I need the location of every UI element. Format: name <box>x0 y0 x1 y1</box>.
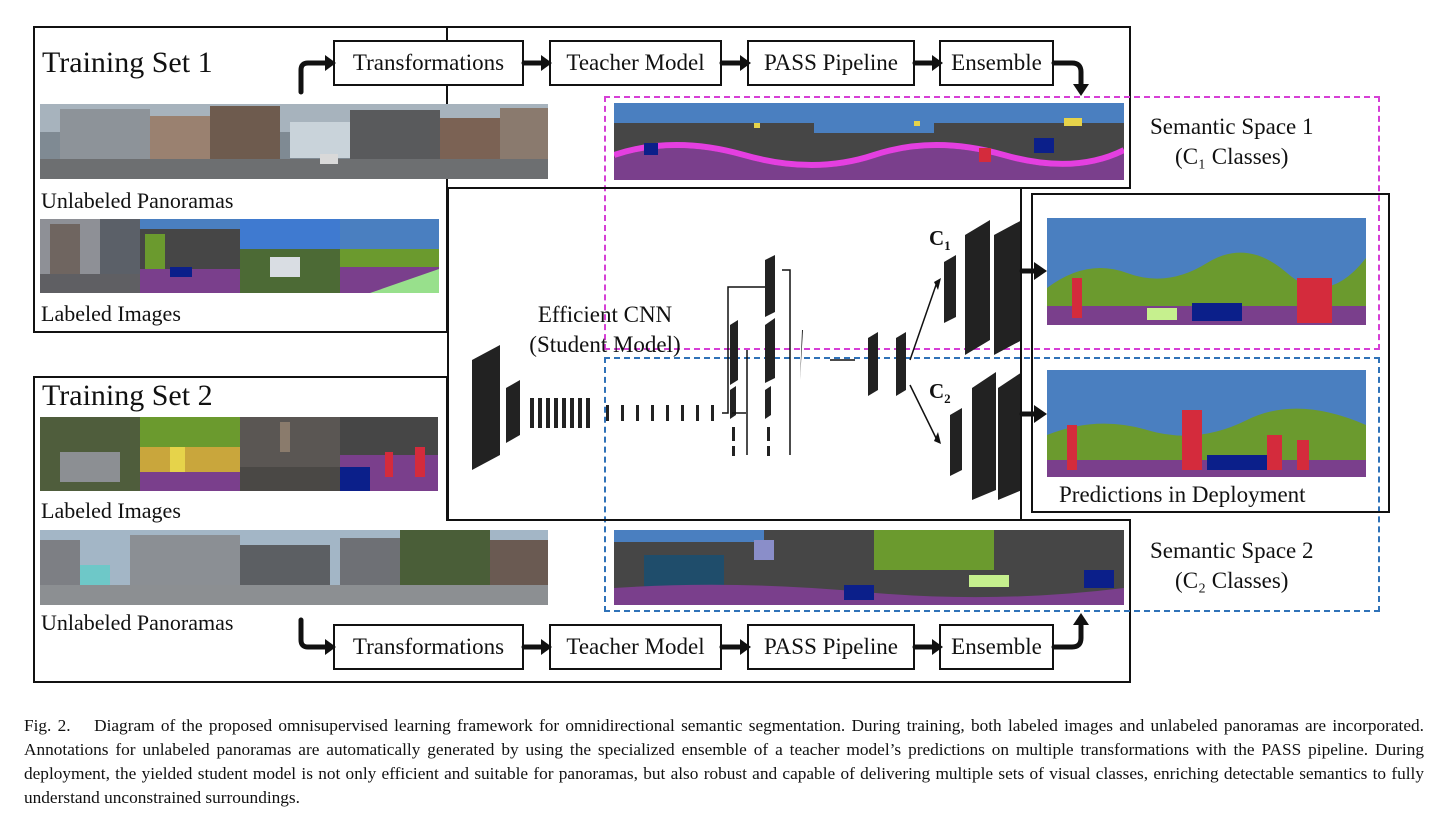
student-model-title: Efficient CNN <box>537 302 673 327</box>
unlabeled-panorama-image-2 <box>40 530 548 605</box>
prediction-image-1 <box>1047 218 1366 325</box>
pseudo-label-panorama-2 <box>614 530 1124 605</box>
semantic-space-1-label: Semantic Space 1 (C₁ Classes) <box>1150 112 1314 172</box>
head-c2-subscript: 2 <box>944 391 951 407</box>
arrow-layer <box>298 55 1089 655</box>
prediction-image-2 <box>1047 370 1366 477</box>
semantic-space-2-title: Semantic Space 2 <box>1150 538 1314 563</box>
labeled-images-1 <box>40 219 439 293</box>
training-set-1-title: Training Set 1 <box>42 46 213 79</box>
semantic-space-1-region <box>604 96 1380 350</box>
head-c2-text: C <box>929 379 945 403</box>
student-model-subtitle: (Student Model) <box>529 332 681 357</box>
unlabeled-panorama-image-1 <box>40 104 548 179</box>
training-set-1-unlabeled-label: Unlabeled Panoramas <box>41 188 234 213</box>
pipeline-1-teacher-model-box: Teacher Model <box>549 40 722 86</box>
student-model-panel <box>447 187 1022 521</box>
labeled-images-2 <box>40 417 438 491</box>
semantic-space-1-classes: (C₁ Classes) <box>1175 144 1289 169</box>
predictions-in-deployment-label: Predictions in Deployment <box>1059 482 1306 507</box>
pipeline-2-transformations-box: Transformations <box>333 624 524 670</box>
pipeline-1-transformations-box: Transformations <box>333 40 524 86</box>
pipeline-2-ensemble-box: Ensemble <box>939 624 1054 670</box>
training-set-1-labeled-label: Labeled Images <box>41 301 181 326</box>
head-c1-label: C1 <box>929 226 951 254</box>
pseudo-label-panorama-1 <box>614 103 1124 180</box>
student-model-label: Efficient CNN (Student Model) <box>510 300 700 360</box>
training-set-2-title: Training Set 2 <box>42 379 213 412</box>
training-set-2-unlabeled-label: Unlabeled Panoramas <box>41 610 234 635</box>
head-c1-text: C <box>929 226 945 250</box>
training-set-2-labeled-label: Labeled Images <box>41 498 181 523</box>
training-set-2-panel-mask <box>35 518 446 522</box>
predictions-panel <box>1031 193 1390 513</box>
semantic-space-2-label: Semantic Space 2 (C₂ Classes) <box>1150 536 1314 596</box>
head-c1-subscript: 1 <box>944 238 951 254</box>
semantic-space-2-region <box>604 357 1380 612</box>
figure-caption: Fig. 2. Diagram of the proposed omnisupe… <box>24 716 1424 807</box>
pipeline-1-ensemble-box: Ensemble <box>939 40 1054 86</box>
semantic-space-2-classes: (C₂ Classes) <box>1175 568 1289 593</box>
cnn-architecture-diagram <box>472 220 1020 500</box>
semantic-space-1-title: Semantic Space 1 <box>1150 114 1314 139</box>
pipeline-2-pass-pipeline-box: PASS Pipeline <box>747 624 915 670</box>
head-c2-label: C2 <box>929 379 951 407</box>
